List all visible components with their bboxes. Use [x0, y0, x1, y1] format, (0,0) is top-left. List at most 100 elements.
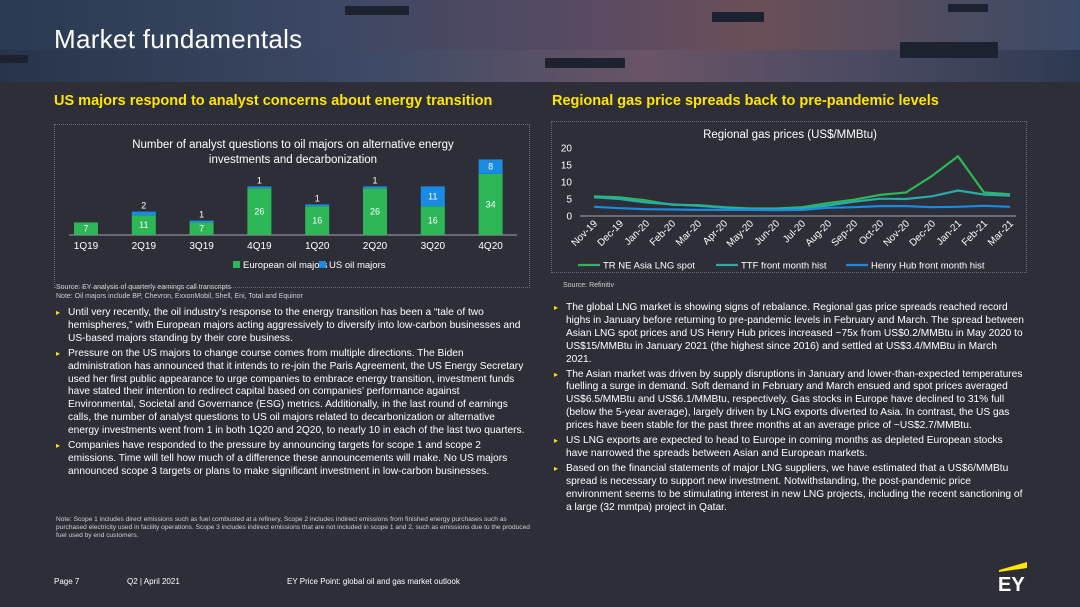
right-bullet: The Asian market was driven by supply di… — [552, 369, 1024, 434]
bar-us — [247, 186, 272, 189]
bar-label-european: 34 — [486, 199, 496, 209]
x-tick-label: 2Q20 — [363, 241, 388, 252]
bar-label-european: 16 — [312, 216, 322, 226]
bar-label-us: 1 — [257, 175, 262, 185]
x-tick-label: 4Q19 — [247, 241, 272, 252]
x-tick-label: May-20 — [725, 218, 757, 250]
x-tick-label: Jan-21 — [935, 218, 965, 248]
legend-label-us: US oil majors — [329, 260, 386, 271]
bar-us — [189, 220, 214, 223]
y-tick-label: 15 — [561, 161, 573, 172]
legend-label: TR NE Asia LNG spot — [603, 261, 695, 272]
y-tick-label: 10 — [561, 178, 573, 189]
bar-chart-title: Number of analyst questions to oil major… — [132, 139, 454, 166]
footer-date: Q2 | April 2021 — [127, 577, 180, 586]
bar-chart: 7 1Q19 11 2 2Q19 7 1 3Q19 26 1 4Q19 16 1 1Q20 26 1 2Q20 1… — [69, 159, 517, 271]
ship-image — [712, 12, 764, 22]
series-line — [593, 155, 1011, 210]
x-tick-label: Sep-20 — [830, 218, 861, 249]
x-tick-label: 2Q19 — [132, 241, 157, 252]
y-tick-label: 20 — [561, 144, 573, 155]
bar-us — [478, 159, 503, 174]
right-source: Source: Refinitiv — [563, 282, 614, 289]
x-tick-label: Nov-19 — [570, 218, 601, 249]
legend-label: TTF front month hist — [741, 261, 827, 272]
page-number: Page 7 — [54, 577, 80, 586]
left-bullet-list: Until very recently, the oil industry’s … — [54, 307, 528, 481]
bar-european — [74, 222, 98, 235]
line-chart: 05101520Nov-19Dec-19Jan-20Feb-20Mar-20Ap… — [561, 144, 1017, 272]
x-tick-label: 1Q20 — [305, 241, 330, 252]
ship-image — [345, 6, 409, 15]
bar-european — [131, 215, 156, 235]
right-section-heading: Regional gas price spreads back to pre-p… — [552, 93, 939, 109]
bar-european — [420, 206, 445, 235]
x-tick-label: Mar-20 — [674, 218, 704, 248]
bar-label-us: 1 — [199, 210, 204, 220]
bar-label-us: 11 — [428, 191, 437, 201]
bar-european — [247, 188, 272, 235]
x-tick-label: Jan-20 — [623, 218, 653, 248]
bar-label-us: 1 — [372, 175, 377, 185]
x-tick-label: Feb-21 — [960, 218, 990, 248]
header-banner: Market fundamentals — [0, 0, 1080, 82]
bar-label-european: 7 — [83, 224, 88, 234]
x-tick-label: Dec-19 — [596, 218, 627, 249]
ship-image — [0, 55, 28, 63]
right-bullet: The global LNG market is showing signs o… — [552, 302, 1024, 367]
bar-label-us: 1 — [315, 193, 320, 203]
left-bullet: Pressure on the US majors to change cour… — [54, 348, 528, 438]
x-tick-label: 1Q19 — [74, 241, 99, 252]
scope-note: Note: Scope 1 includes direct emissions … — [56, 516, 530, 539]
bar-label-european: 26 — [254, 207, 264, 217]
x-tick-label: Dec-20 — [908, 218, 939, 249]
bar-label-european: 16 — [428, 216, 438, 226]
footer-publication: EY Price Point: global oil and gas marke… — [287, 577, 460, 586]
ship-image — [900, 42, 998, 58]
bar-european — [189, 222, 214, 235]
ey-logo: EY — [997, 560, 1029, 596]
ship-image — [948, 4, 988, 12]
legend-label-european: European oil majors — [243, 260, 328, 271]
x-tick-label: Aug-20 — [804, 218, 835, 249]
x-tick-label: Feb-20 — [648, 218, 678, 248]
legend-swatch-us — [319, 261, 326, 268]
bar-label-us: 8 — [488, 162, 493, 172]
y-tick-label: 5 — [566, 195, 572, 206]
bar-european — [305, 206, 330, 235]
left-chart-panel: Number of analyst questions to oil major… — [54, 124, 530, 288]
bar-european — [478, 173, 503, 235]
left-bullet: Until very recently, the oil industry’s … — [54, 307, 528, 346]
bar-label-us: 2 — [141, 201, 146, 211]
x-tick-label: 4Q20 — [478, 241, 503, 252]
right-chart-panel: Regional gas prices (US$/MMBtu) 0 5 10 15 20… — [551, 121, 1027, 273]
bar-us — [305, 204, 330, 207]
series-line — [593, 189, 1011, 211]
y-tick-label: 0 — [566, 212, 572, 223]
right-bullet: Based on the financial statements of maj… — [552, 463, 1024, 515]
legend-label: Henry Hub front month hist — [871, 261, 985, 272]
bar-us — [363, 186, 387, 189]
x-tick-label: 3Q19 — [189, 241, 214, 252]
right-bullet-list: The global LNG market is showing signs o… — [552, 302, 1024, 517]
line-chart-title: Regional gas prices (US$/MMBtu) — [703, 129, 877, 141]
page-title: Market fundamentals — [54, 24, 303, 54]
ey-logo-text: EY — [998, 574, 1025, 594]
bar-label-european: 11 — [139, 220, 148, 230]
bar-label-european: 26 — [370, 207, 380, 217]
left-note-line: Note: Oil majors include BP, Chevron, Ex… — [56, 293, 303, 300]
bar-label-european: 7 — [199, 224, 204, 234]
x-tick-label: Nov-20 — [882, 218, 913, 249]
left-source-line: Source: EY analysis of quarterly earning… — [56, 284, 231, 291]
bar-european — [363, 188, 387, 235]
left-section-heading: US majors respond to analyst concerns ab… — [54, 93, 493, 109]
bar-us — [131, 211, 156, 216]
legend-swatch-european — [233, 261, 240, 268]
ship-image — [545, 58, 625, 68]
x-tick-label: 3Q20 — [421, 241, 446, 252]
series-line — [593, 204, 1011, 212]
right-bullet: US LNG exports are expected to head to E… — [552, 435, 1024, 461]
left-source: Source: EY analysis of quarterly earning… — [56, 283, 303, 301]
left-bullet: Companies have responded to the pressure… — [54, 440, 528, 479]
x-tick-label: Jun-20 — [753, 218, 783, 248]
